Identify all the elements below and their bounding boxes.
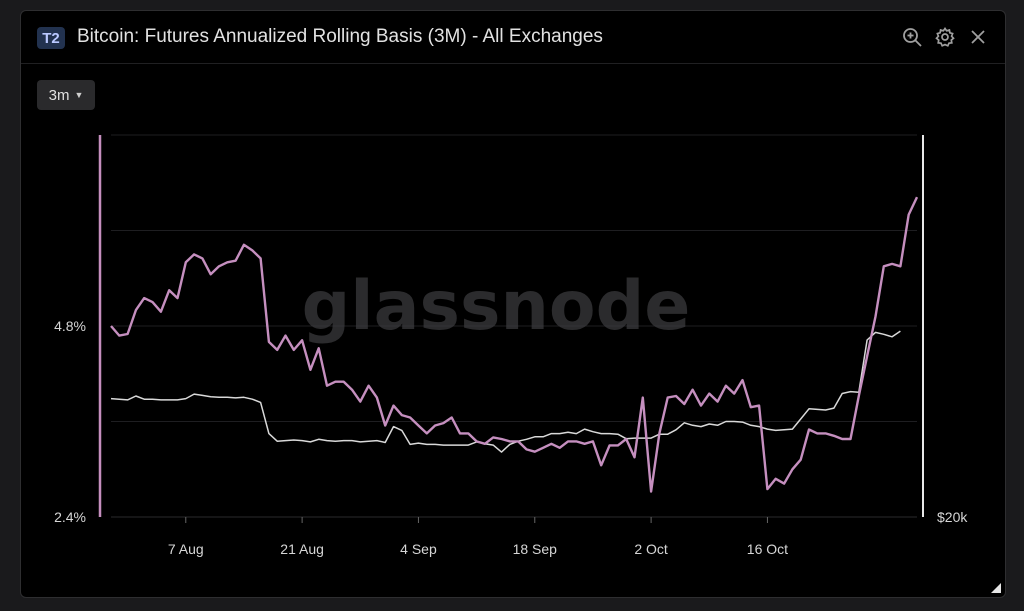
gear-icon[interactable] [934,26,956,48]
x-tick-label: 21 Aug [280,541,324,557]
y-left-tick-label: 4.8% [54,318,86,334]
range-dropdown[interactable]: 3m ▼ [37,80,95,110]
header-divider [21,63,1005,64]
resize-handle[interactable] [991,583,1001,593]
y-left-tick-label: 2.4% [54,509,86,525]
caret-down-icon: ▼ [74,90,84,100]
axes [98,135,924,518]
watermark: glassnode [302,267,691,346]
panel-header: T2 Bitcoin: Futures Annualized Rolling B… [21,11,1005,63]
grid [111,134,917,518]
chart-area: glassnode 2.4% 4.8% $20k 7 Aug 21 Aug 4 Sep 18… [54,134,968,557]
chart-panel: T2 Bitcoin: Futures Annualized Rolling B… [20,10,1006,598]
x-tick-label: 16 Oct [747,541,788,557]
basis-series-line [110,196,919,493]
x-tick-label: 2 Oct [634,541,668,557]
x-tick-label: 18 Sep [513,541,558,557]
chart-title: Bitcoin: Futures Annualized Rolling Basi… [77,26,603,47]
tier-badge: T2 [37,27,65,49]
price-series-line [110,330,901,453]
zoom-in-icon[interactable] [901,26,923,48]
tick-labels: 2.4% 4.8% $20k 7 Aug 21 Aug 4 Sep 18 Sep 2 Oct 1… [54,318,968,557]
x-tick-label: 4 Sep [400,541,437,557]
series [110,196,919,493]
range-label: 3m [48,86,70,104]
y-right-tick-label: $20k [937,509,968,525]
x-tick-label: 7 Aug [168,541,204,557]
close-icon[interactable] [967,26,989,48]
